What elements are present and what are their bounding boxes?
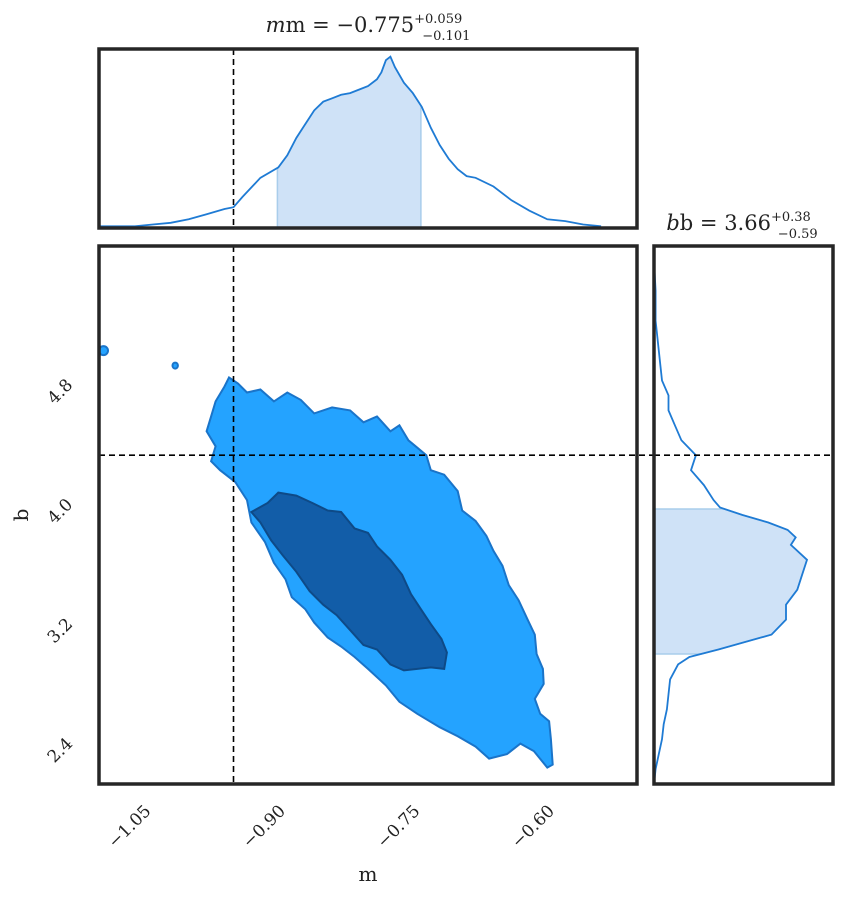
b-density-curve — [653, 246, 809, 785]
m-title-median: −0.775 — [336, 13, 414, 37]
inner-contour — [249, 491, 448, 672]
m-title: mm = −0.775+0.059 −0.101 — [266, 12, 471, 44]
b-marginal-panel — [652, 244, 835, 786]
x-tick-label: −0.90 — [239, 801, 290, 852]
joint-frame — [97, 244, 639, 786]
x-tick-label: −0.60 — [508, 801, 559, 852]
m-title-lower: −0.101 — [422, 29, 470, 44]
y-tick-label: 4.0 — [44, 495, 77, 528]
b-title: bb = 3.66+0.38 −0.59 — [666, 210, 817, 242]
m-title-upper: +0.059 — [414, 12, 462, 27]
m-marginal-frame — [97, 47, 639, 230]
m-marginal-panel — [97, 47, 639, 230]
y-tick-label: 3.2 — [44, 614, 77, 647]
b-title-lower: −0.59 — [778, 227, 818, 242]
b-title-prefix: b = — [680, 211, 724, 235]
contour-blob — [171, 361, 179, 370]
m-density-curve — [99, 55, 602, 228]
m-title-prefix: m = — [286, 13, 337, 37]
b-marginal-frame — [652, 244, 835, 786]
joint-panel — [97, 244, 833, 786]
x-axis-label: m — [359, 862, 378, 886]
x-tick-label: −1.05 — [104, 801, 155, 852]
b-title-upper: +0.38 — [771, 210, 811, 225]
x-tick-label: −0.75 — [373, 801, 424, 852]
y-tick-label: 4.8 — [44, 375, 77, 408]
y-axis-label: b — [9, 509, 33, 522]
b-title-median: 3.66 — [724, 211, 771, 235]
y-tick-label: 2.4 — [44, 734, 77, 767]
